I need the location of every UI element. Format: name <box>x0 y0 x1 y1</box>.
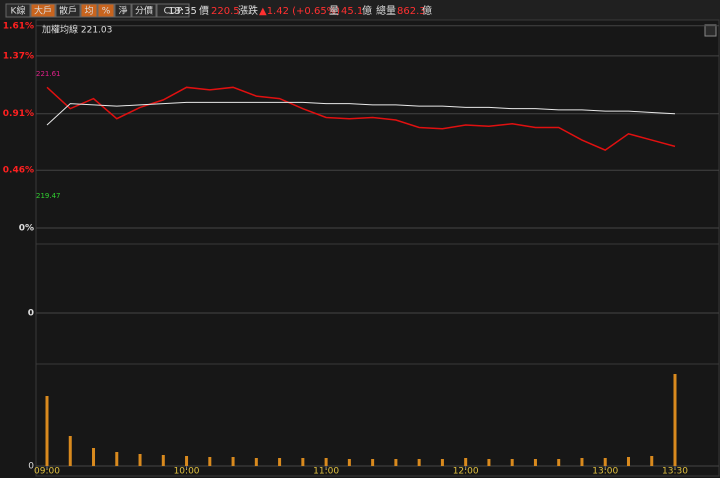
volume-bar <box>161 455 165 466</box>
volume-bar <box>68 436 72 466</box>
toolbar-button-label[interactable]: CDP <box>164 7 183 17</box>
volume-bar <box>254 458 258 466</box>
toolbar-info: 量 <box>329 5 339 17</box>
toolbar-button[interactable] <box>97 3 115 18</box>
toolbar-info: 價 <box>199 4 209 17</box>
volume-bar <box>557 459 561 466</box>
volume-bar <box>417 459 421 466</box>
toolbar-button-label[interactable]: 散戶 <box>59 5 77 17</box>
volume-bar <box>673 374 677 466</box>
volume-bar <box>394 459 398 466</box>
y-tick-label: 0 <box>28 309 34 319</box>
toolbar-button-label[interactable]: 均 <box>84 5 93 17</box>
volume-bar <box>324 458 328 466</box>
volume-bar <box>301 458 305 466</box>
toolbar-info: 45.1 <box>341 6 363 17</box>
toolbar-button[interactable] <box>55 3 81 18</box>
volume-bar <box>347 459 351 466</box>
y-tick-label: 0.46% <box>3 166 34 176</box>
x-tick-label: 11:00 <box>313 467 339 477</box>
toolbar-button[interactable] <box>156 3 190 18</box>
toolbar-info: 漲跌 <box>238 4 258 17</box>
toolbar-button[interactable] <box>131 3 157 18</box>
toolbar-button-label[interactable]: 分價 <box>135 6 153 17</box>
toolbar-button[interactable] <box>30 3 56 18</box>
y-tick-label: 1.61% <box>3 21 34 31</box>
volume-bar <box>92 448 96 466</box>
y-tick-label: 0% <box>19 224 34 234</box>
x-tick-label: 10:00 <box>174 467 200 477</box>
volume-bar <box>440 459 444 466</box>
toolbar-info: 220.5 <box>211 6 240 17</box>
volume-bar <box>533 459 537 466</box>
y-tick-label: 1.37% <box>3 51 34 61</box>
volume-bar <box>650 456 654 466</box>
price-line <box>46 86 676 151</box>
volume-bar <box>185 456 189 466</box>
volume-bar <box>464 458 468 466</box>
toolbar-info: 億 <box>362 4 372 17</box>
x-tick-label: 12:00 <box>453 467 479 477</box>
toolbar-button-label[interactable]: K線 <box>11 5 26 17</box>
toolbar-info: 總量 <box>376 4 396 17</box>
settings-icon[interactable] <box>704 24 717 37</box>
volume-bar <box>208 457 212 466</box>
y-tick-label: 0 <box>28 462 34 472</box>
toolbar-button[interactable] <box>5 3 31 18</box>
toolbar-info: ▲1.42 (+0.65%) <box>259 6 340 17</box>
x-tick-label: 09:00 <box>34 467 60 477</box>
toolbar-info: 862.3 <box>397 6 426 17</box>
volume-bar <box>487 459 491 466</box>
low-label: 219.47 <box>36 192 61 200</box>
volume-bar <box>231 457 235 466</box>
plot-frame <box>35 19 720 477</box>
toolbar-button[interactable] <box>80 3 98 18</box>
volume-bar <box>371 459 375 466</box>
toolbar-button-label[interactable]: 淨 <box>118 5 127 17</box>
volume-bar <box>580 458 584 466</box>
volume-bar <box>278 458 282 466</box>
toolbar-info: 13:35 <box>168 6 197 17</box>
y-tick-label: 0.91% <box>3 109 34 119</box>
x-tick-label: 13:30 <box>662 467 688 477</box>
toolbar-button-label[interactable]: 大戶 <box>34 5 52 17</box>
toolbar-button-label[interactable]: % <box>102 7 111 17</box>
volume-bar <box>603 458 607 466</box>
volume-bar <box>115 452 119 466</box>
volume-bar <box>138 454 142 466</box>
price-line <box>46 101 676 126</box>
volume-bar <box>626 457 630 466</box>
volume-bar <box>45 396 49 466</box>
toolbar-info: 億 <box>422 4 432 17</box>
volume-bar <box>510 459 514 466</box>
chart-title: 加權均線 221.03 <box>42 24 112 36</box>
x-tick-label: 13:00 <box>592 467 618 477</box>
toolbar-button[interactable] <box>114 3 132 18</box>
high-label: 221.61 <box>36 70 61 78</box>
